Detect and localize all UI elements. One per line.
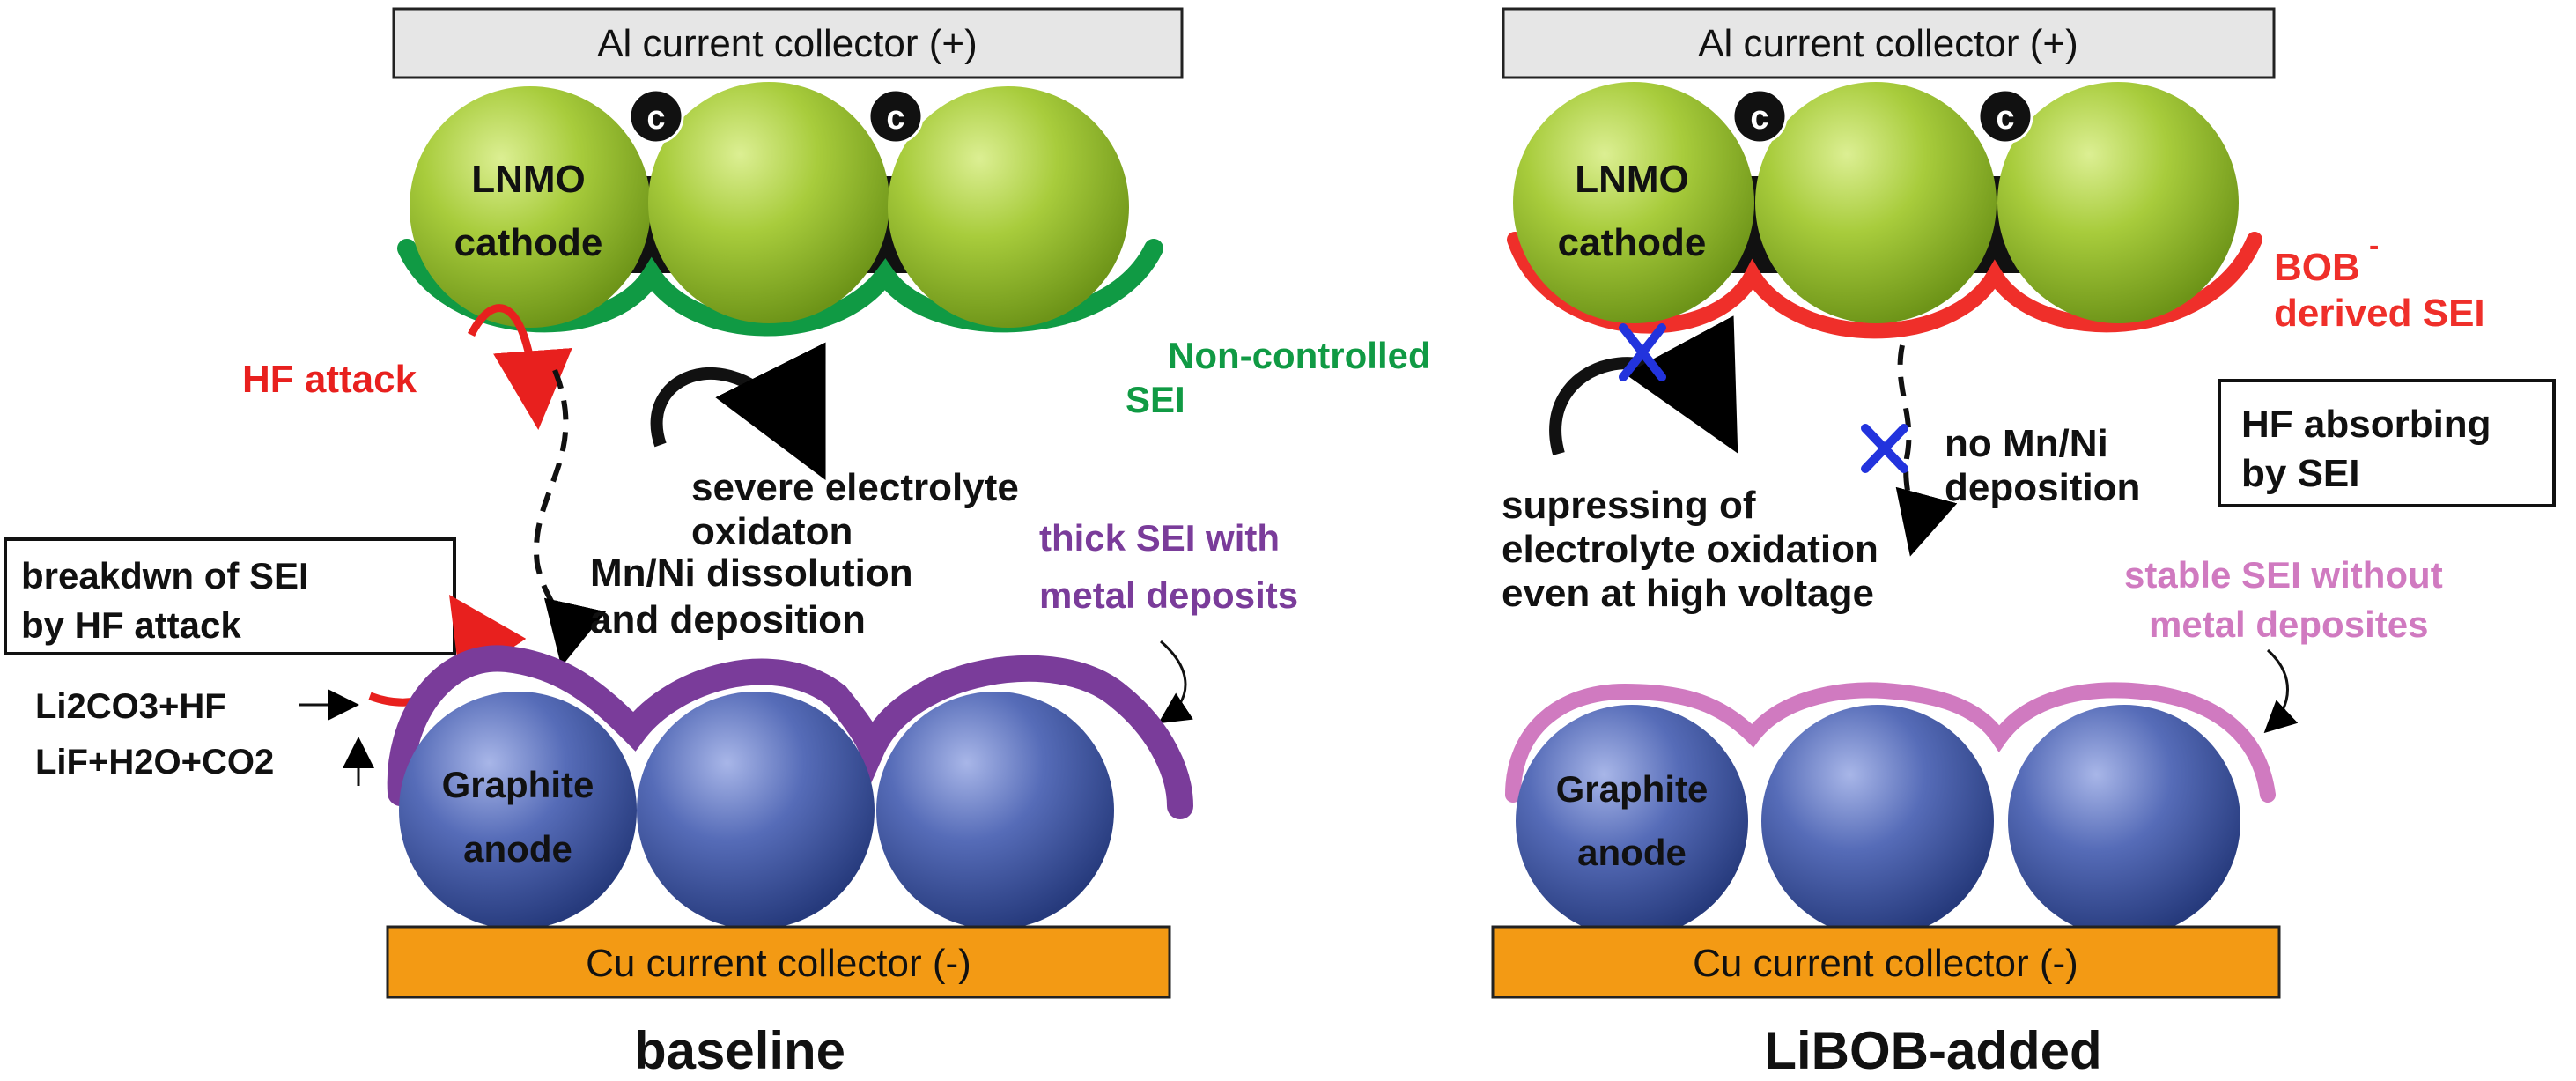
carbon-particle: c (1731, 88, 1788, 144)
dissolution-label-line2: and deposition (590, 598, 866, 641)
graphite-anode-sphere (399, 692, 637, 929)
carbon-label: c (886, 100, 904, 137)
suppress-label-line2: electrolyte oxidation (1502, 528, 1878, 571)
cu-current-collector: Cu current collector (-) (1491, 925, 2281, 999)
al-collector-label: Al current collector (+) (1698, 22, 2078, 65)
breakdown-callout: breakdwn of SEI by HF attack (4, 537, 456, 655)
breakdown-label-line1: breakdwn of SEI (21, 555, 309, 596)
suppressed-oxidation-arrow (1549, 315, 1738, 455)
reaction-equation: Li2CO3+HF LiF+H2O+CO2 (35, 687, 374, 786)
dissolution-path (534, 368, 607, 667)
anode-label-line2: anode (1577, 832, 1687, 873)
cathode-label-line2: cathode (454, 221, 603, 264)
cu-collector-label: Cu current collector (-) (586, 942, 971, 985)
reaction-line2: LiF+H2O+CO2 (35, 743, 274, 781)
carbon-particle: c (628, 88, 684, 144)
thick-sei-label-line2: metal deposits (1039, 574, 1298, 616)
thick-sei-layer (387, 645, 1193, 819)
al-current-collector: Al current collector (+) (1502, 7, 2276, 79)
carbon-label: c (1996, 100, 2014, 137)
carbon-particle: c (1977, 88, 2033, 144)
cathode-sphere (888, 86, 1129, 328)
baseline-panel: Al current collector (+) c c LNMO cathod… (4, 7, 1431, 1080)
anode-label-line2: anode (463, 828, 572, 870)
lnmo-cathode-sphere (1513, 82, 1754, 323)
anode-sphere (637, 692, 875, 929)
carbon-particle: c (867, 88, 924, 144)
hf-attack-arrow (467, 304, 572, 430)
baseline-caption: baseline (634, 1021, 845, 1080)
anode-sphere (876, 692, 1114, 929)
bob-label-line2: derived SEI (2274, 292, 2485, 335)
blocked-x-icon (1861, 424, 1908, 473)
thick-sei-pointer (1157, 640, 1193, 724)
blocked-x-icon (1619, 323, 1666, 381)
oxidation-label-line2: oxidaton (691, 510, 853, 553)
cathode-sphere (1997, 82, 2239, 323)
cu-collector-label: Cu current collector (-) (1693, 942, 2078, 985)
cathode-label-line1: LNMO (471, 158, 586, 201)
libob-panel: Al current collector (+) c c LNMO cathod… (1491, 7, 2556, 1080)
anode-label-line1: Graphite (1556, 768, 1709, 810)
al-current-collector: Al current collector (+) (392, 7, 1184, 79)
carbon-label: c (1750, 100, 1768, 137)
bob-superscript: - (2369, 229, 2379, 263)
cathode-label-line1: LNMO (1575, 158, 1689, 201)
anode-label-line1: Graphite (442, 764, 594, 805)
libob-caption: LiBOB-added (1764, 1021, 2101, 1080)
no-deposition-line2: deposition (1945, 466, 2140, 509)
al-collector-label: Al current collector (+) (597, 22, 978, 65)
stable-sei-layer (1505, 682, 2276, 803)
suppress-label-line3: even at high voltage (1502, 572, 1874, 615)
sei-label-line2: SEI (1126, 379, 1185, 420)
cathode-sphere (1755, 82, 1997, 323)
blocked-dissolution-path (1895, 344, 1958, 557)
dissolution-label-line1: Mn/Ni dissolution (590, 552, 913, 595)
cathode-label-line2: cathode (1558, 221, 1707, 264)
cu-current-collector: Cu current collector (-) (386, 925, 1171, 999)
breakdown-label-line2: by HF attack (21, 604, 241, 646)
hf-attack-label: HF attack (242, 358, 417, 401)
sei-label-line1: Non-controlled (1168, 335, 1431, 376)
stable-sei-pointer (2263, 648, 2299, 734)
hf-absorbing-callout: HF absorbing by SEI (2218, 379, 2556, 507)
anode-sphere (2008, 705, 2240, 937)
oxidation-label-line1: severe electrolyte (691, 466, 1019, 509)
reaction-line1: Li2CO3+HF (35, 687, 226, 726)
no-deposition-line1: no Mn/Ni (1945, 422, 2108, 465)
carbon-label: c (646, 100, 665, 137)
anode-sphere (1761, 705, 1994, 937)
oxidation-arrow (650, 342, 826, 481)
cathode-sphere (648, 82, 889, 323)
bob-label-line1: BOB (2274, 246, 2360, 289)
hf-box-line1: HF absorbing (2241, 403, 2491, 446)
stable-sei-line1: stable SEI without (2124, 554, 2443, 596)
thick-sei-label-line1: thick SEI with (1039, 517, 1280, 559)
hf-box-line2: by SEI (2241, 452, 2360, 495)
lnmo-cathode-sphere (410, 86, 651, 328)
stable-sei-line2: metal deposites (2149, 603, 2428, 645)
suppress-label-line1: supressing of (1502, 484, 1756, 527)
graphite-anode-sphere (1516, 705, 1748, 937)
